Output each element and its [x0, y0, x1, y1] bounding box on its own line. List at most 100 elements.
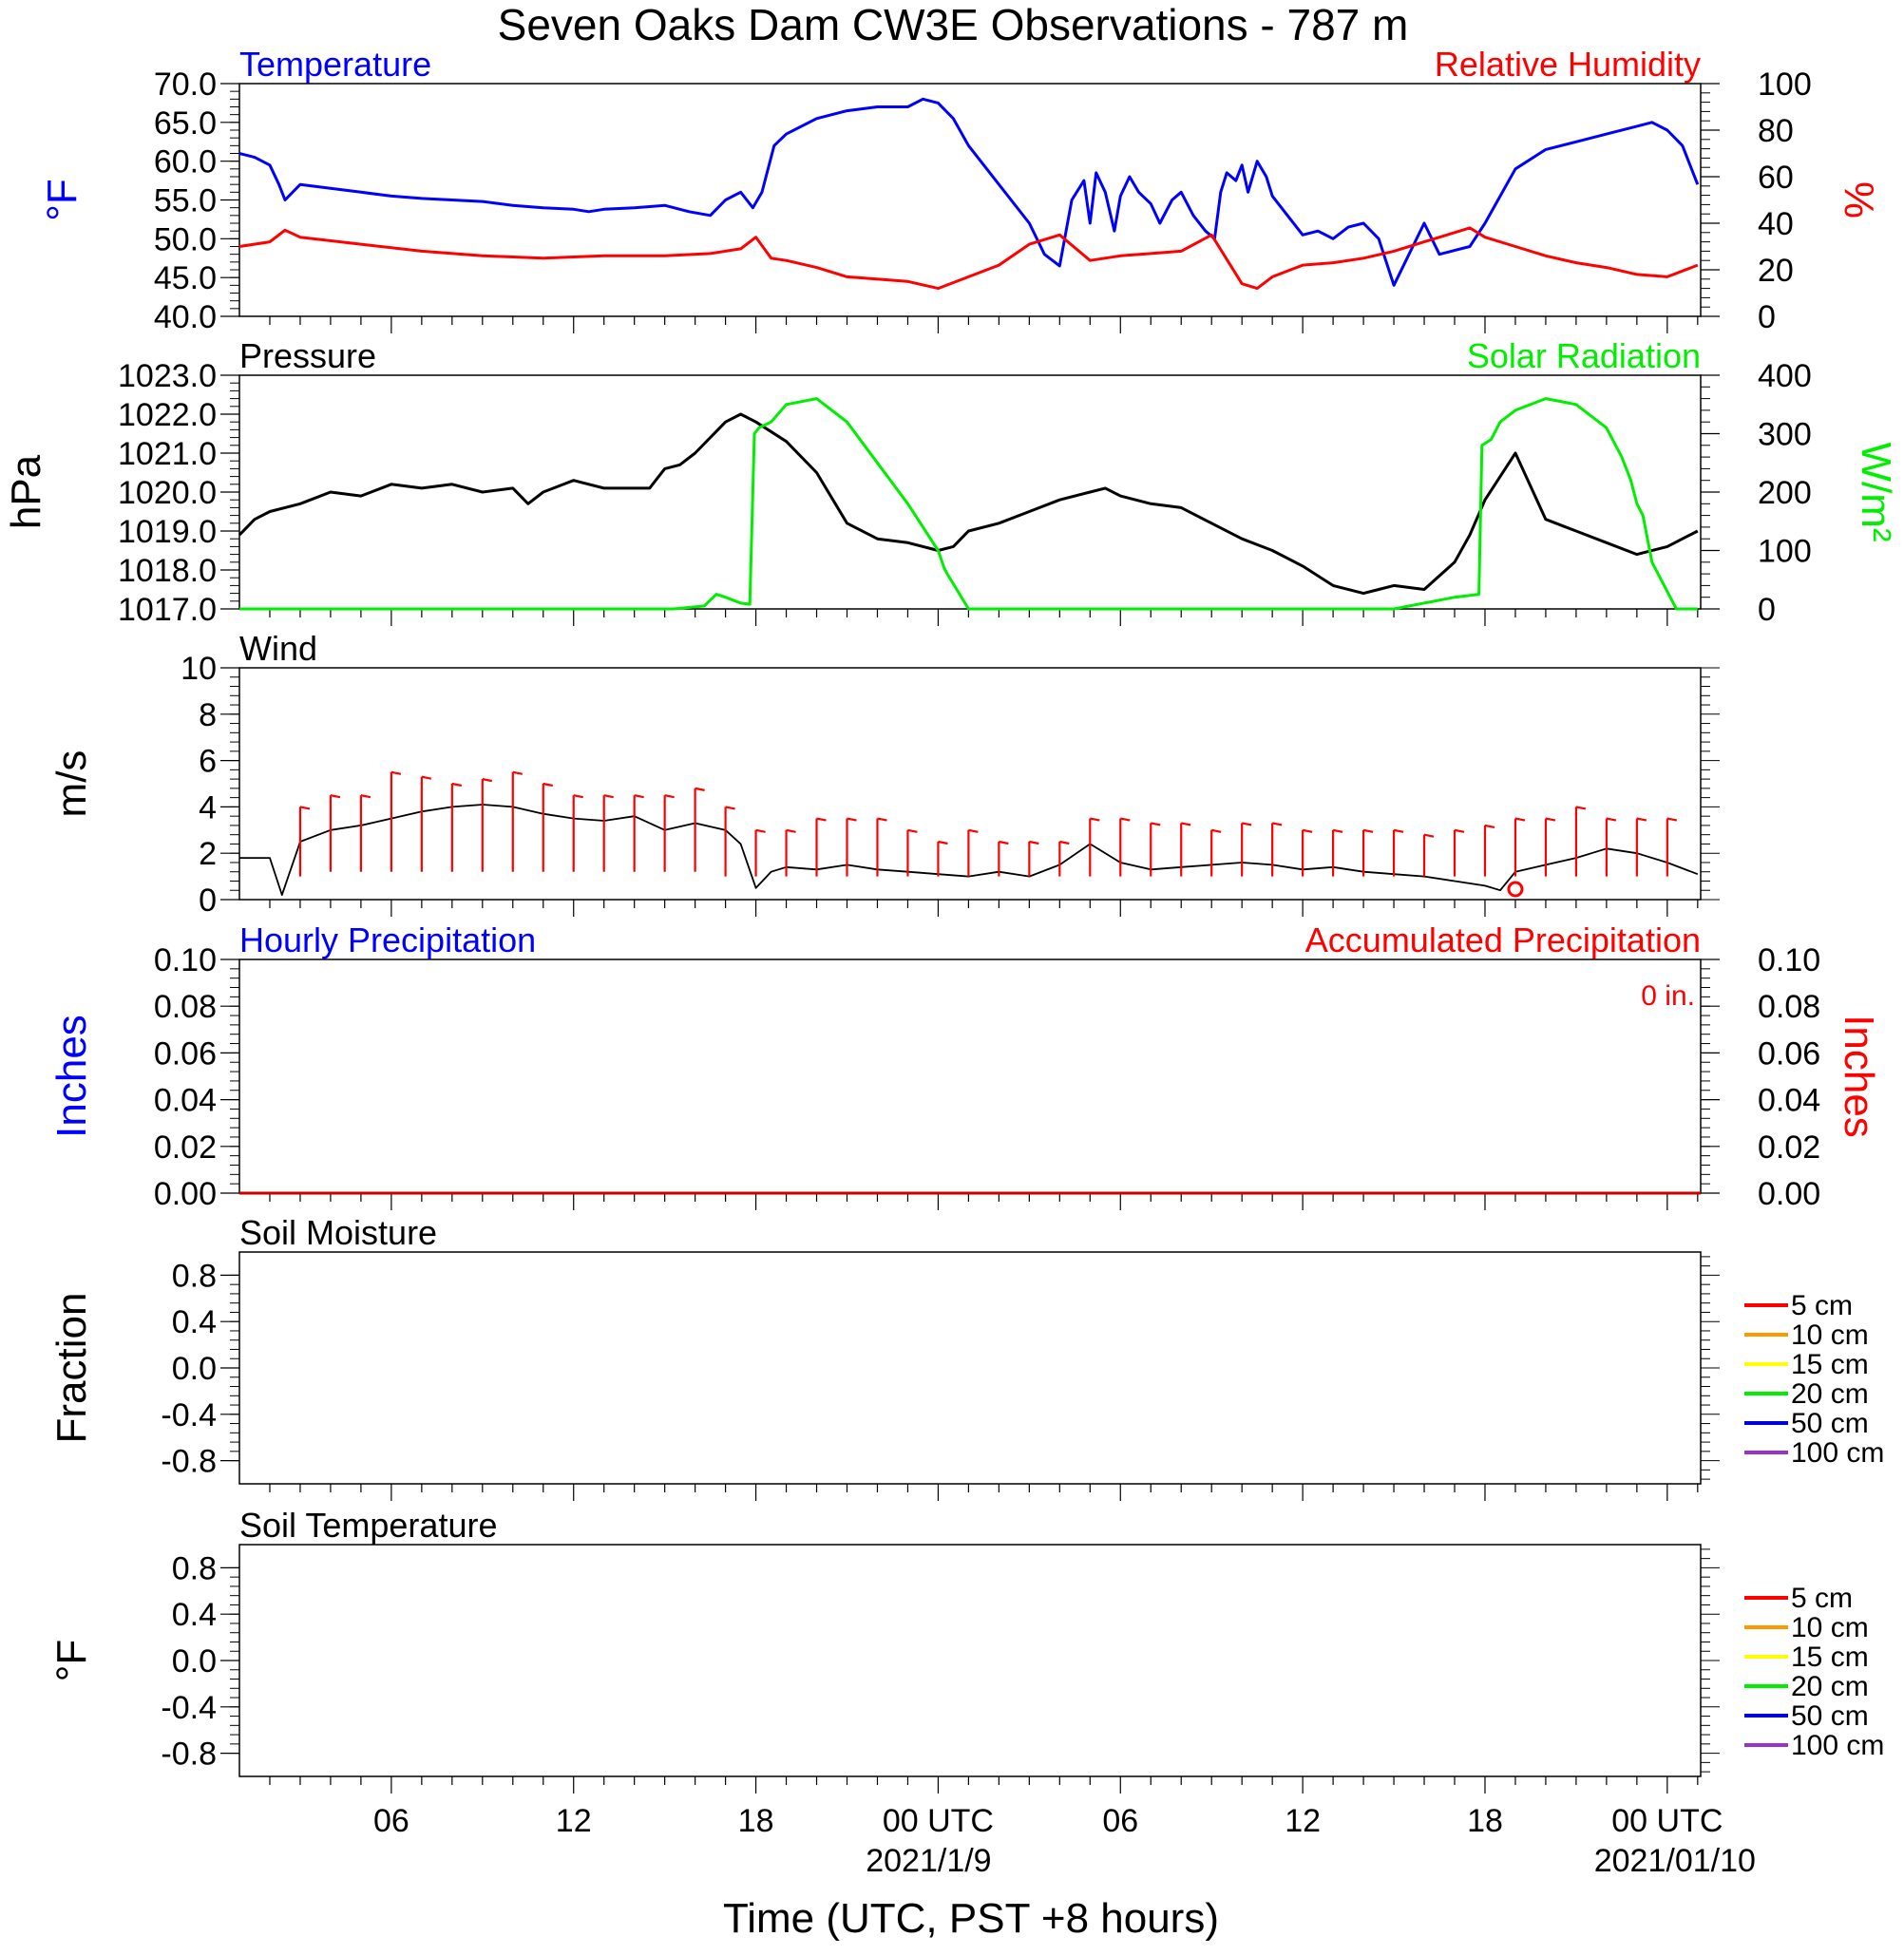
- x-axis-label: Time (UTC, PST +8 hours): [723, 1895, 1219, 1942]
- y-tick-label-left: 0.8: [172, 1258, 217, 1294]
- wind-barb-flag: [1362, 828, 1374, 833]
- wind-barb: [1241, 822, 1252, 877]
- panel-title-left: Hourly Precipitation: [239, 921, 536, 959]
- y-tick-label-left: 0.00: [154, 1176, 217, 1212]
- wind-barb: [298, 806, 311, 877]
- wind-barb: [1483, 824, 1495, 877]
- series-line-solar-radiation: [239, 397, 1698, 611]
- wind-barb: [542, 782, 553, 872]
- wind-barb: [1180, 822, 1191, 877]
- wind-barb: [1302, 828, 1313, 877]
- wind-barb: [998, 840, 1009, 877]
- y-tick-label-left: 0.02: [154, 1129, 217, 1166]
- y-tick-label-left: -0.4: [161, 1690, 217, 1726]
- wind-barb: [633, 794, 644, 872]
- x-tick-label: 06: [1102, 1803, 1138, 1839]
- wind-barb-flag: [786, 828, 796, 833]
- wind-barb: [1514, 817, 1526, 877]
- wind-barb-flag: [512, 770, 523, 775]
- y-tick-label-right: 0.10: [1758, 942, 1820, 978]
- y-tick-label-left: 2: [199, 836, 217, 872]
- wind-barb-flag: [1059, 840, 1070, 845]
- y-tick-label-left: 0.0: [172, 1643, 217, 1680]
- panel-title-right: Accumulated Precipitation: [1305, 921, 1701, 959]
- x-tick-label: 12: [556, 1803, 592, 1839]
- y-tick-label-right: 0.06: [1758, 1035, 1820, 1072]
- y-tick-label-right: 0.02: [1758, 1129, 1820, 1166]
- panel-title-left: Wind: [239, 629, 317, 668]
- panel-precip: [220, 959, 1720, 1210]
- y-tick-label-right: 100: [1758, 534, 1812, 570]
- y-tick-label-right: 100: [1758, 66, 1812, 103]
- wind-barb: [1332, 828, 1343, 877]
- wind-barb-flag: [1545, 817, 1556, 822]
- y-tick-label-left: 0.04: [154, 1083, 217, 1119]
- wind-barb-flag: [299, 806, 311, 810]
- wind-barb: [602, 794, 614, 872]
- wind-barb: [1089, 817, 1100, 877]
- legend-label: 15 cm: [1791, 1349, 1869, 1380]
- wind-barb-flag: [938, 840, 948, 845]
- calm-wind-marker: [1507, 881, 1524, 898]
- wind-barb-flag: [1151, 822, 1161, 826]
- panel-title-right: Relative Humidity: [1435, 45, 1701, 84]
- x-date-label: 2021/1/9: [866, 1843, 991, 1879]
- y-tick-label-left: 50.0: [154, 221, 217, 257]
- panel-soil_moist: [220, 1251, 1788, 1501]
- y-tick-label-left: 40.0: [154, 299, 217, 335]
- wind-barb: [754, 828, 766, 877]
- wind-barb: [906, 828, 918, 877]
- y-tick-label-left: 0.10: [154, 942, 217, 978]
- wind-barb-flag: [573, 794, 583, 799]
- y-tick-label-left: 0.0: [172, 1351, 217, 1387]
- panel-temp_rh: [220, 83, 1720, 333]
- wind-barb: [420, 775, 432, 872]
- y-tick-label-left: 0.4: [172, 1304, 217, 1340]
- wind-barb-flag: [482, 778, 493, 783]
- y-tick-label-right: 0.00: [1758, 1176, 1820, 1212]
- wind-barb-flag: [847, 817, 857, 822]
- y-tick-label-left: 0.4: [172, 1597, 217, 1633]
- y-tick-label-left: 0.8: [172, 1550, 217, 1586]
- y-tick-label-left: -0.4: [161, 1397, 217, 1433]
- wind-barb: [815, 817, 827, 877]
- wind-barb: [1150, 822, 1161, 877]
- x-date-label: 2021/01/10: [1594, 1843, 1756, 1879]
- wind-barb: [390, 770, 402, 872]
- y-axis-label-right: W/m²: [1853, 442, 1899, 541]
- wind-barb: [1574, 806, 1587, 877]
- y-tick-label-left: 1018.0: [118, 553, 217, 589]
- wind-barb-flag: [421, 775, 432, 780]
- legend-label: 100 cm: [1791, 1730, 1884, 1761]
- series-line-pressure: [238, 412, 1699, 596]
- wind-barb: [450, 782, 463, 872]
- wind-barb: [1453, 828, 1465, 877]
- wind-barb-flag: [330, 794, 341, 799]
- legend-label: 5 cm: [1791, 1583, 1853, 1614]
- wind-barb-flag: [999, 840, 1009, 845]
- y-tick-label-right: 20: [1758, 253, 1794, 289]
- panel-title-right: Solar Radiation: [1467, 336, 1701, 375]
- wind-barb-flag: [603, 794, 614, 799]
- wind-barb: [876, 817, 887, 877]
- wind-barb-flag: [907, 828, 918, 833]
- y-tick-label-left: 0.06: [154, 1035, 217, 1072]
- wind-barb-flag: [360, 794, 371, 799]
- wind-barb-flag: [877, 817, 887, 822]
- wind-barb: [785, 828, 796, 877]
- panel-frame: [238, 959, 1702, 1194]
- wind-barb-flag: [1666, 817, 1678, 822]
- y-axis-label-right: %: [1836, 181, 1882, 218]
- legend-label: 20 cm: [1791, 1378, 1869, 1410]
- y-tick-label-right: 200: [1758, 475, 1812, 511]
- wind-barb-flag: [816, 817, 827, 822]
- y-tick-label-left: -0.8: [161, 1737, 217, 1773]
- wind-barb-flag: [1302, 828, 1313, 833]
- precip-total-annotation: 0 in.: [1641, 980, 1695, 1012]
- legend-label: 15 cm: [1791, 1642, 1869, 1673]
- legend-label: 50 cm: [1791, 1700, 1869, 1732]
- wind-barb-flag: [390, 770, 402, 775]
- wind-barb-flag: [1636, 817, 1647, 822]
- wind-barb-flag: [1271, 822, 1283, 826]
- legend-label: 10 cm: [1791, 1612, 1869, 1643]
